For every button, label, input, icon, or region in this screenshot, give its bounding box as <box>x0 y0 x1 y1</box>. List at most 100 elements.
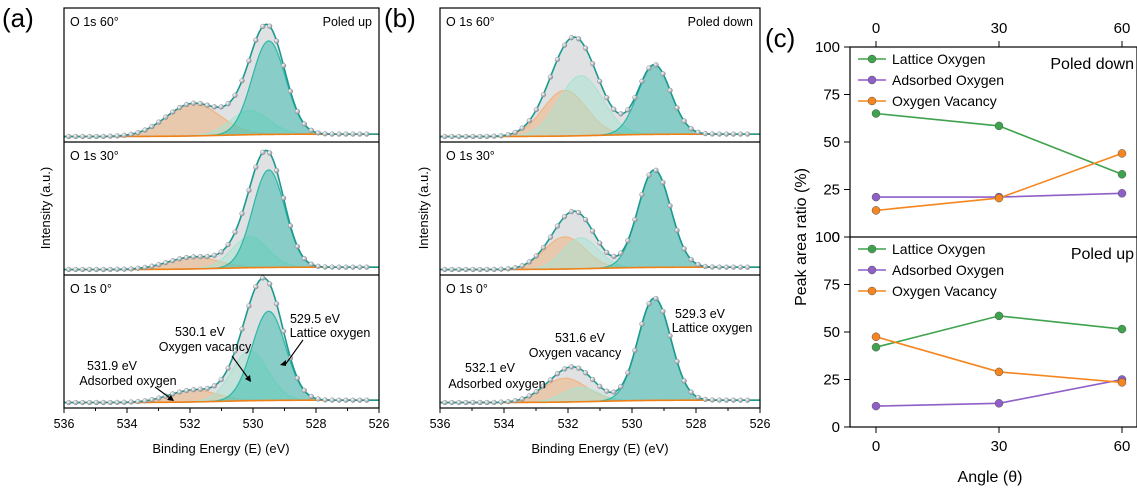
data-point <box>308 127 314 133</box>
data-point <box>79 266 86 273</box>
data-point <box>322 397 328 403</box>
data-point <box>281 63 287 69</box>
data-point <box>533 253 539 259</box>
series-point <box>871 401 881 411</box>
data-point <box>225 242 231 248</box>
data-point <box>702 263 708 270</box>
y-tick-label: 100 <box>815 39 840 56</box>
panel-a-lattice-arrow <box>284 339 304 366</box>
data-point <box>93 266 100 273</box>
data-point <box>484 133 490 140</box>
data-point <box>239 326 245 332</box>
xps-subplot <box>440 295 760 406</box>
data-point <box>463 133 469 140</box>
data-point <box>156 262 162 268</box>
data-point <box>512 398 518 404</box>
data-point <box>239 78 245 84</box>
data-point <box>456 399 462 406</box>
data-point <box>660 71 666 77</box>
data-point <box>723 131 730 137</box>
panel-a-adsorbed-energy: 531.9 eV <box>87 359 138 373</box>
data-point <box>491 133 497 139</box>
data-point <box>204 102 210 108</box>
data-point <box>253 164 259 170</box>
y-tick-label: 25 <box>823 372 840 389</box>
data-point <box>315 396 321 402</box>
data-point <box>93 399 100 406</box>
data-point <box>350 397 356 403</box>
component-fill <box>440 237 760 270</box>
xps-subplot <box>440 35 760 140</box>
data-point <box>211 252 217 258</box>
data-point <box>135 130 141 136</box>
data-point <box>618 250 624 256</box>
data-point <box>498 399 504 405</box>
data-point <box>582 370 589 376</box>
data-point <box>246 58 252 64</box>
legend-label: Adsorbed Oxygen <box>892 72 1004 88</box>
data-point <box>744 131 751 137</box>
data-point <box>597 78 603 84</box>
data-point <box>568 35 575 41</box>
data-point <box>128 266 134 272</box>
data-point <box>274 167 280 174</box>
data-point <box>177 104 183 111</box>
data-point <box>350 131 356 137</box>
data-point <box>287 223 294 229</box>
data-point <box>107 399 113 406</box>
panel-a-ylabel: Intensity (a.u.) <box>38 167 53 249</box>
data-point <box>156 119 162 125</box>
data-point <box>301 121 307 127</box>
data-point <box>498 133 504 139</box>
data-point <box>540 383 547 389</box>
y-tick-label: 50 <box>823 134 840 151</box>
data-point <box>218 377 224 383</box>
data-point <box>688 389 694 395</box>
data-point <box>611 106 617 112</box>
data-point <box>484 399 490 406</box>
data-point <box>336 131 342 137</box>
data-point <box>709 131 715 137</box>
data-point <box>442 133 448 140</box>
data-point <box>667 87 673 94</box>
x-tick-label: 528 <box>306 417 327 431</box>
data-point <box>611 253 617 260</box>
data-point <box>737 264 744 270</box>
panel-a-lattice-arrowhead <box>280 360 286 366</box>
x-tick-label: 60 <box>1114 438 1131 455</box>
data-point <box>737 131 744 137</box>
data-point <box>604 388 610 394</box>
data-point <box>589 60 596 67</box>
data-point <box>149 123 155 130</box>
data-point <box>329 397 335 403</box>
data-point <box>149 263 155 269</box>
data-point <box>554 371 561 377</box>
data-point <box>177 389 183 395</box>
data-point <box>183 254 190 261</box>
data-point <box>100 399 107 406</box>
data-point <box>86 266 93 273</box>
data-point <box>512 129 518 136</box>
data-point <box>246 187 252 193</box>
data-point <box>660 308 666 315</box>
data-point <box>343 264 349 270</box>
data-point <box>308 393 314 400</box>
data-point <box>66 133 72 140</box>
data-point <box>575 365 582 371</box>
data-point <box>660 179 666 186</box>
series-point <box>994 193 1004 203</box>
component-fill <box>440 387 760 403</box>
legend-label: Lattice Oxygen <box>892 51 985 67</box>
data-point <box>470 399 476 406</box>
data-point <box>582 217 589 223</box>
data-point <box>114 399 120 406</box>
data-point <box>142 398 148 404</box>
x-tick-label: 532 <box>558 417 579 431</box>
data-point <box>568 364 575 370</box>
data-point <box>540 91 547 98</box>
data-point <box>723 397 730 403</box>
panel-b-adsorbed-name: Adsorbed oxygen <box>448 377 545 391</box>
data-point <box>744 264 751 270</box>
data-point <box>364 264 370 270</box>
envelope-fill <box>440 298 760 403</box>
